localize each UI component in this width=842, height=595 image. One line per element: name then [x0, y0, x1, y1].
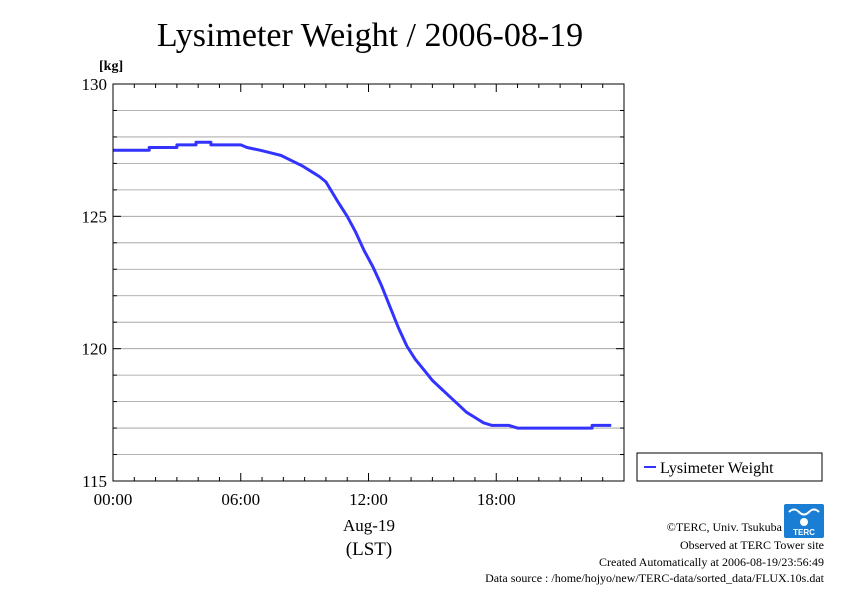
y-tick-label: 115: [82, 472, 107, 491]
x-tick-label: 12:00: [349, 490, 388, 509]
footer-created: Created Automatically at 2006-08-19/23:5…: [599, 555, 824, 569]
x-tick-label: 00:00: [94, 490, 133, 509]
footer-source: Data source : /home/hojyo/new/TERC-data/…: [485, 571, 825, 585]
x-tick-label: 06:00: [221, 490, 260, 509]
footer-site: Observed at TERC Tower site: [680, 538, 824, 552]
drop-icon: [800, 518, 808, 526]
terc-logo: TERC: [784, 504, 824, 538]
tick-layer: 115 120 125 130 00:00 06:00 12:00 18:00: [82, 75, 625, 509]
logo-text: TERC: [793, 528, 815, 537]
chart-title: Lysimeter Weight / 2006-08-19: [157, 17, 583, 54]
y-tick-label: 120: [82, 340, 108, 359]
y-tick-label: 130: [82, 75, 108, 94]
wave-icon: [788, 508, 820, 516]
x-tick-label: 18:00: [477, 490, 516, 509]
x-date-label: Aug-19: [343, 516, 395, 535]
legend-label: Lysimeter Weight: [660, 460, 774, 477]
footer-copyright: ©TERC, Univ. Tsukuba: [667, 520, 783, 534]
legend-box: [636, 452, 823, 482]
legend: Lysimeter Weight: [636, 452, 823, 482]
y-tick-label: 125: [82, 207, 108, 226]
x-axis-label: (LST): [346, 539, 392, 560]
y-axis-unit: [kg]: [99, 59, 123, 74]
grid: [113, 110, 624, 455]
series-layer: [113, 140, 612, 430]
series-line-lysimeter-weight: [113, 140, 612, 430]
